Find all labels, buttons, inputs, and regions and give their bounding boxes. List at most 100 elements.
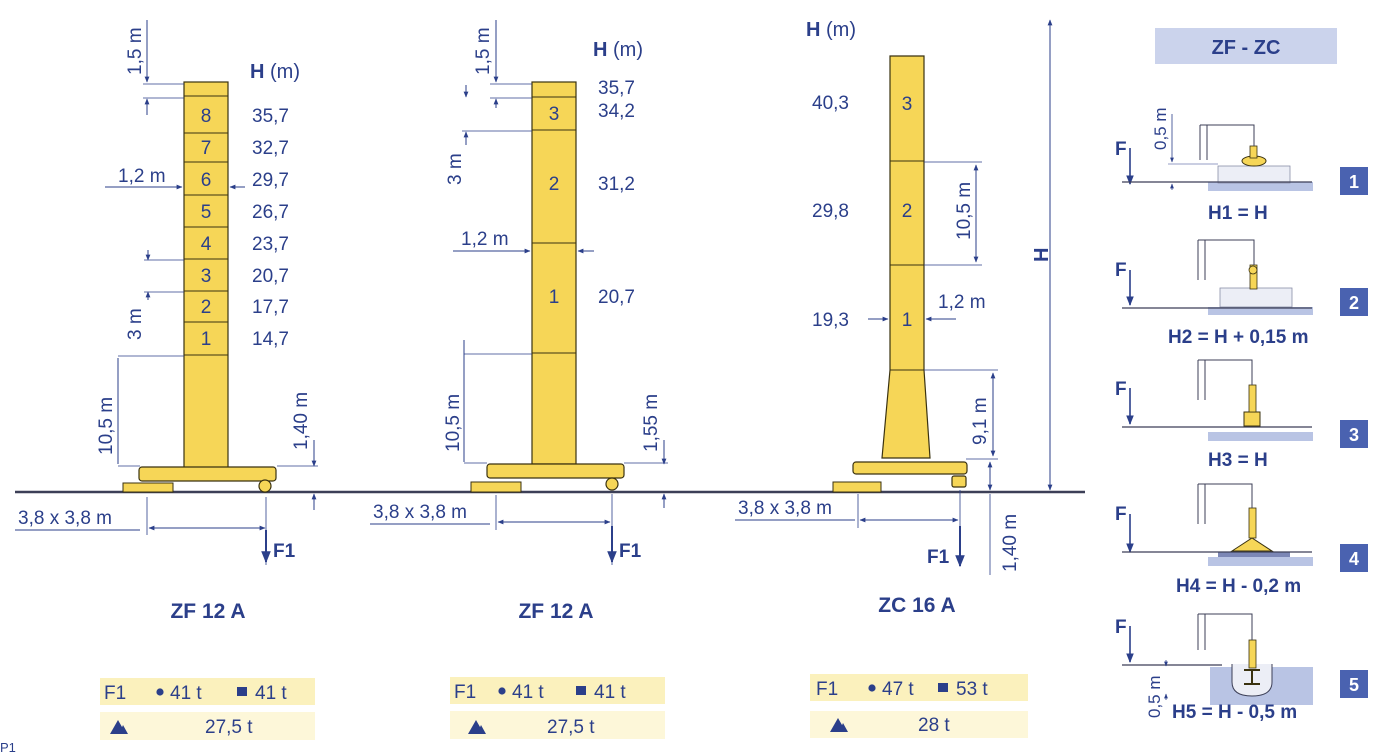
config-badge (1340, 167, 1368, 195)
tower2-load-round: 41 t (512, 682, 544, 703)
tower1-wheel (258, 479, 272, 493)
footer-code: P1 (0, 740, 16, 753)
config-formula: H4 = H - 0,2 m (1176, 576, 1301, 597)
square-pad-icon (237, 687, 247, 696)
tower3-height-value: 19,3 (812, 310, 849, 331)
tower1-load-table-row1 (100, 678, 315, 705)
config-force-label: F (1115, 617, 1127, 638)
tower3-width: 1,2 m (938, 292, 986, 313)
config-formula: H5 = H - 0,5 m (1172, 702, 1297, 723)
outrigger-icon (468, 720, 486, 734)
tower1-chassis (138, 466, 277, 482)
tower1-section-label: 6 (201, 170, 212, 191)
tower2-height-value: 34,2 (598, 101, 635, 122)
config-number: 4 (1349, 549, 1359, 569)
config-2: F H2 = H + 0,15 m 2 (1115, 239, 1368, 348)
tower1-height-value: 14,7 (252, 329, 289, 350)
tower1-chassis-height: 1,40 m (291, 392, 312, 450)
config-force-label: F (1115, 139, 1127, 160)
outrigger-icon (110, 720, 128, 734)
tower3-section-label: 2 (902, 201, 913, 222)
tower1-height-value: 17,7 (252, 297, 289, 318)
config-number: 2 (1349, 293, 1359, 313)
tower3-wheel (951, 475, 967, 488)
tower2-load-table-row2 (450, 711, 665, 739)
tower2-load-total: 27,5 t (547, 717, 595, 738)
config-badge (1340, 544, 1368, 572)
config-badge (1340, 288, 1368, 316)
tower3-height-value: 40,3 (812, 93, 849, 114)
tower3-load-square: 53 t (956, 679, 988, 700)
tower2-top-offset: 1,5 m (473, 27, 494, 75)
tower1-section-height: 3 m (125, 308, 146, 340)
config-number: 5 (1349, 675, 1359, 695)
tower2-load-table-row1 (450, 677, 665, 704)
tower1-height-value: 26,7 (252, 202, 289, 223)
tower3-load-total: 28 t (918, 715, 950, 736)
tower3-base-height: 9,1 m (970, 397, 991, 445)
tower1-height-value: 23,7 (252, 234, 289, 255)
tower1-base-size: 3,8 x 3,8 m (18, 508, 112, 529)
tower3-chassis-height: 1,40 m (1000, 514, 1021, 572)
tower3-model: ZC 16 A (878, 594, 955, 617)
tower2-base-height: 10,5 m (443, 394, 464, 452)
tower1-load-square: 41 t (255, 683, 287, 704)
tower2-height-value: 31,2 (598, 174, 635, 195)
tower1-section-label: 1 (201, 329, 212, 350)
square-pad-icon (938, 683, 948, 692)
config-force-label: F (1115, 504, 1127, 525)
config-force-label: F (1115, 379, 1127, 400)
tower3-load-table-row1 (810, 674, 1028, 701)
tower3-section-label: 1 (902, 310, 913, 331)
config-5: F 0,5 m H5 = H - 0,5 m 5 (1115, 613, 1368, 723)
tower3-section-label: 3 (902, 94, 913, 115)
outrigger-icon (830, 718, 848, 732)
tower2-width: 1,2 m (461, 229, 509, 250)
tower2-load-label: F1 (454, 682, 476, 703)
tower1-load-round: 41 t (170, 683, 202, 704)
tower1-height-value: 29,7 (252, 170, 289, 191)
tower2-force-label: F1 (619, 541, 642, 562)
tower1-load-total: 27,5 t (205, 717, 253, 738)
tower3-height-value: 29,8 (812, 201, 849, 222)
tower3-outrigger-pad (832, 481, 882, 493)
tower2-mast (531, 81, 577, 465)
tower3-h-header: H (m) (806, 19, 856, 41)
tower1-top-offset: 1,5 m (125, 27, 146, 75)
tower3: 3 2 1 H (m) 40,3 29,8 19,3 1,2 m 10,5 m … (735, 19, 1053, 738)
tower3-chassis (852, 461, 968, 475)
tower1-h-header: H (m) (250, 61, 300, 83)
config-force-label: F (1115, 260, 1127, 281)
tower3-load-round: 47 t (882, 679, 914, 700)
config-4: F H4 = H - 0,2 m 4 (1115, 483, 1368, 597)
round-pad-icon (498, 687, 506, 695)
tower1-height-value: 32,7 (252, 138, 289, 159)
tower3-base-size: 3,8 x 3,8 m (738, 498, 832, 519)
tower2-section-label: 2 (549, 174, 560, 195)
config-formula: H1 = H (1208, 203, 1268, 224)
tower2-section-height: 3 m (445, 153, 466, 185)
tower2: 3 2 1 H (m) 35,7 34,2 31,2 20,7 1,5 m 3 … (370, 20, 668, 739)
tower1-model: ZF 12 A (170, 600, 245, 623)
config-badge (1340, 670, 1368, 698)
round-pad-icon (868, 684, 876, 692)
tower1-section-label: 3 (201, 266, 212, 287)
tower1-outrigger-pad (122, 482, 174, 493)
tower1: 8 7 6 5 4 3 2 1 H (m) 35,7 32,7 29,7 26,… (15, 20, 318, 740)
tower1-section-label: 2 (201, 297, 212, 318)
tower1-height-value: 35,7 (252, 106, 289, 127)
tower1-height-value: 20,7 (252, 266, 289, 287)
round-pad-icon (156, 688, 164, 696)
foundation-panel: ZF - ZC F 0,5 m H1 = H 1 F (1115, 28, 1368, 723)
config-badge (1340, 420, 1368, 448)
tower3-total-height: H (1031, 248, 1053, 262)
tower2-section-label: 1 (549, 287, 560, 308)
tower2-model: ZF 12 A (518, 600, 593, 623)
config-number: 1 (1349, 172, 1359, 192)
tower2-chassis (486, 463, 625, 479)
tower2-load-square: 41 t (594, 682, 626, 703)
panel-title: ZF - ZC (1212, 37, 1281, 59)
tower3-mast (881, 55, 931, 459)
tower1-width: 1,2 m (118, 166, 166, 187)
